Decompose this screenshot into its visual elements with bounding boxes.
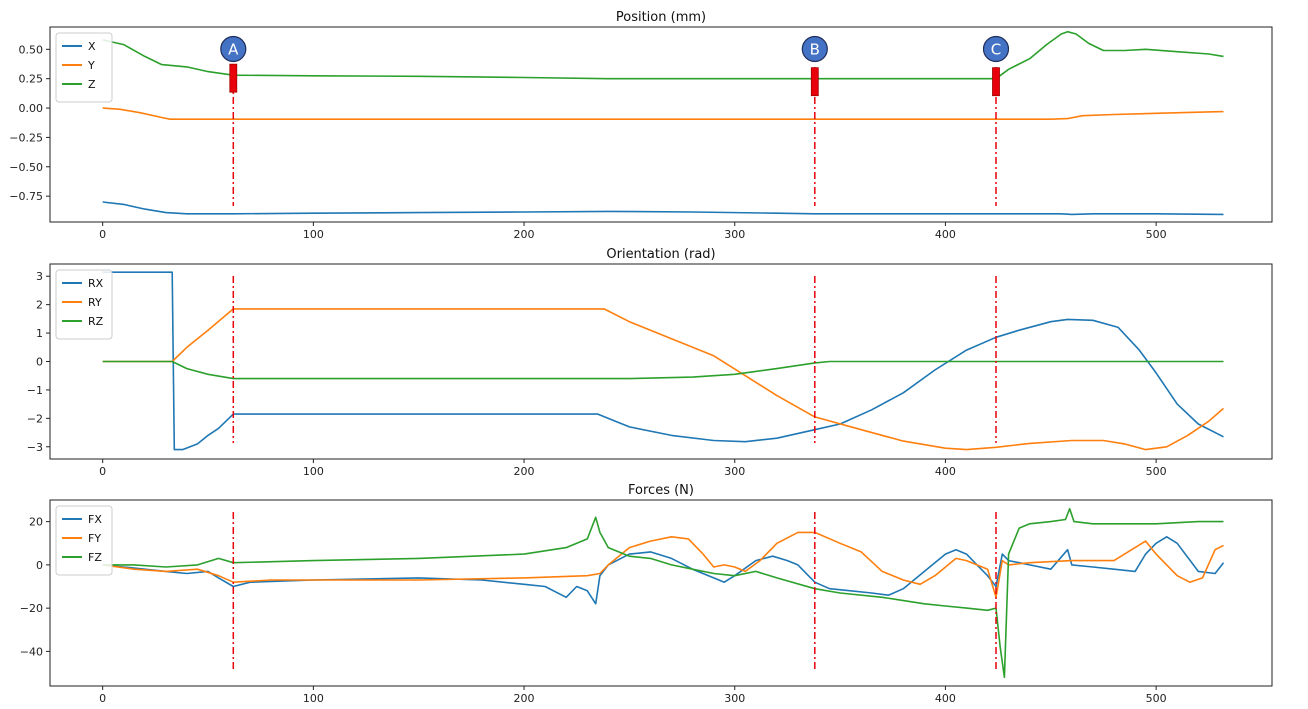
legend-label-z: Z: [88, 78, 96, 91]
event-block-b: [810, 67, 819, 97]
forces-xtick-label: 0: [99, 692, 106, 705]
event-badge-label: A: [228, 41, 239, 59]
orientation-ytick-label: −2: [27, 412, 43, 425]
forces-xtick-label: 300: [724, 692, 745, 705]
legend-label-rx: RX: [88, 277, 104, 290]
legend-label-y: Y: [87, 59, 95, 72]
orientation-ytick-label: −3: [27, 441, 43, 454]
series-line-z: [102, 30, 1224, 80]
forces-ytick-label: 0: [36, 559, 43, 572]
position-xtick-label: 100: [303, 228, 324, 241]
forces-axes-frame: [49, 499, 1273, 687]
event-badge-b: [801, 35, 828, 63]
forces-xtick-label: 200: [514, 692, 535, 705]
event-marker-b: B: [801, 35, 828, 670]
position-legend: XYZ: [55, 32, 113, 103]
legend-label-fz: FZ: [88, 551, 102, 564]
orientation-ytick-label: 0: [36, 356, 43, 369]
orientation-panel: Orientation (rad) 0 100 200 300 400 500 3 2 1 0 −1 −…: [27, 247, 1273, 478]
forces-xtick-label: 400: [935, 692, 956, 705]
position-panel: Position (mm) 0 100 200 300 400 500 0.50 0.25 0.0…: [9, 10, 1273, 241]
position-xtick-label: 400: [935, 228, 956, 241]
series-line-fz: [102, 507, 1224, 679]
forces-legend-box: [55, 505, 113, 576]
forces-ytick-label: −40: [20, 645, 43, 658]
position-xtick-label: 500: [1146, 228, 1167, 241]
series-line-rx: [102, 271, 1224, 451]
legend-label-x: X: [88, 40, 96, 53]
position-title: Position (mm): [616, 10, 706, 25]
orientation-title: Orientation (rad): [606, 247, 715, 262]
position-axes-frame: [49, 26, 1273, 223]
position-ytick-label: 0.25: [19, 73, 44, 86]
position-ytick-label: 0.00: [19, 102, 44, 115]
legend-label-fy: FY: [88, 532, 101, 545]
position-ytick-label: −0.50: [9, 161, 43, 174]
event-badge-label: C: [991, 41, 1001, 59]
orientation-ytick-label: 1: [36, 327, 43, 340]
orientation-ytick-label: 3: [36, 270, 43, 283]
forces-ytick-label: −20: [20, 602, 43, 615]
legend-label-ry: RY: [88, 296, 102, 309]
orientation-legend: RX RY RZ: [55, 269, 113, 340]
event-badge-label: B: [810, 41, 820, 59]
event-marker-c: C: [982, 35, 1010, 670]
event-block-c: [992, 67, 1000, 97]
forces-panel: Forces (N)0 100 200 300 400 500200−20−40FXFYF…: [20, 483, 1273, 705]
series-line-rz: [102, 360, 1224, 380]
series-line-y: [102, 107, 1224, 120]
event-badge-c: [982, 35, 1010, 63]
position-xtick-label: 300: [724, 228, 745, 241]
position-xtick-label: 200: [514, 228, 535, 241]
forces-xtick-label: 500: [1146, 692, 1167, 705]
position-xtick-label: 0: [99, 228, 106, 241]
series-line-x: [102, 201, 1224, 216]
event-marker-a: A: [220, 35, 247, 670]
orientation-xtick-label: 200: [514, 465, 535, 478]
series-line-ry: [102, 308, 1225, 451]
orientation-legend-box: [55, 269, 113, 340]
forces-title: Forces (N): [628, 483, 694, 498]
series-line-fy: [102, 531, 1224, 599]
forces-xtick-label: 100: [303, 692, 324, 705]
orientation-xtick-label: 400: [935, 465, 956, 478]
legend-label-fx: FX: [88, 513, 102, 526]
forces-ytick-label: 20: [29, 516, 43, 529]
forces-legend: FX FY FZ: [55, 505, 113, 576]
event-badge-a: [220, 35, 247, 63]
legend-label-rz: RZ: [88, 315, 104, 328]
position-ytick-label: −0.75: [9, 190, 43, 203]
position-legend-box: [55, 32, 113, 103]
orientation-xtick-label: 500: [1146, 465, 1167, 478]
orientation-xtick-label: 0: [99, 465, 106, 478]
orientation-xtick-label: 300: [724, 465, 745, 478]
orientation-ytick-label: 2: [36, 299, 43, 312]
event-block-a: [229, 63, 238, 93]
series-line-fx: [102, 536, 1225, 605]
position-ytick-label: 0.50: [19, 43, 44, 56]
orientation-ytick-label: −1: [27, 384, 43, 397]
event-markers: A B C: [220, 35, 1010, 670]
orientation-xtick-label: 100: [303, 465, 324, 478]
position-ytick-label: −0.25: [9, 131, 43, 144]
